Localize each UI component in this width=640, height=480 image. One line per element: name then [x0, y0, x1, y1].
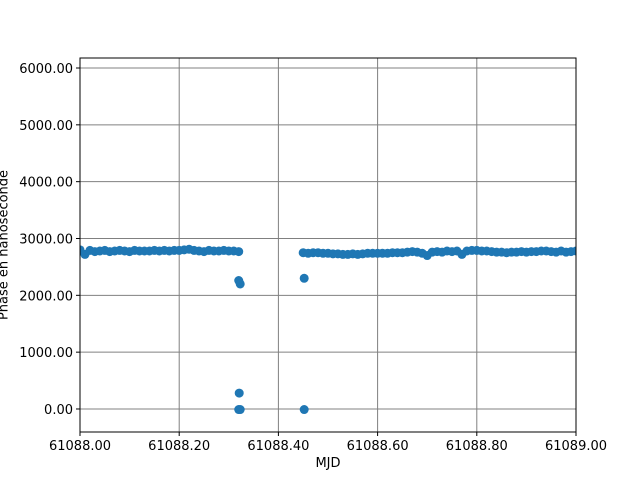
point	[234, 388, 244, 398]
x-tick-label: 61089.00	[545, 439, 607, 454]
point	[571, 246, 576, 256]
ticks: 61088.00 61088.20 61088.40 61088.60 61088.80…	[19, 62, 607, 454]
point	[299, 405, 309, 415]
x-tick-label: 61088.20	[148, 439, 210, 454]
point	[235, 279, 245, 289]
y-tick-label: 3000.00	[19, 232, 73, 247]
point	[235, 405, 245, 415]
point	[299, 273, 309, 283]
y-tick-label: 5000.00	[19, 119, 73, 134]
points	[80, 244, 576, 415]
y-axis-label: Phase en nanoseconde	[0, 170, 12, 320]
x-tick-label: 61088.00	[49, 439, 111, 454]
y-tick-label: 1000.00	[19, 346, 73, 361]
grid	[79, 58, 577, 432]
y-tick-label: 4000.00	[19, 176, 73, 191]
point	[234, 247, 244, 257]
axes-frame	[79, 57, 577, 433]
x-tick-label: 61088.80	[446, 439, 508, 454]
y-tick-label: 2000.00	[19, 289, 73, 304]
y-tick-label: 6000.00	[19, 62, 73, 77]
x-tick-label: 61088.40	[247, 439, 309, 454]
y-tick-label: 0.00	[44, 403, 73, 418]
x-axis-label: MJD	[315, 456, 340, 471]
x-tick-label: 61088.60	[347, 439, 409, 454]
